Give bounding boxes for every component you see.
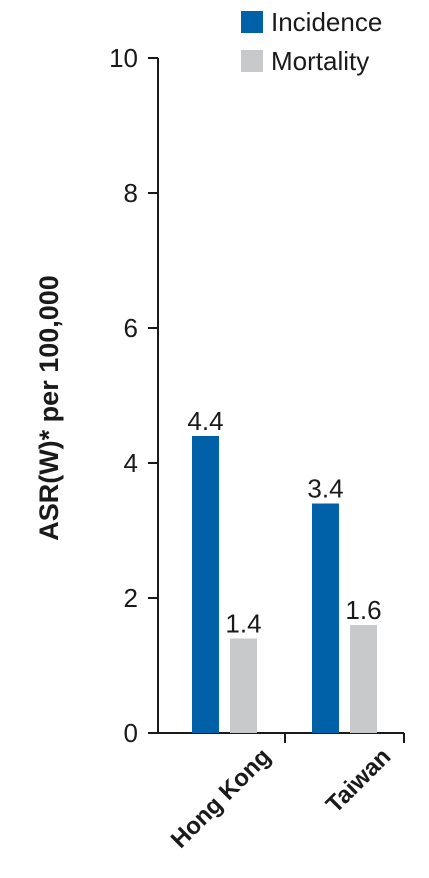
y-tick-label: 10 <box>109 43 138 73</box>
bar-mortality-taiwan <box>350 625 377 733</box>
bar-value-label: 3.4 <box>307 474 343 504</box>
legend-swatch <box>241 50 263 72</box>
bar-incidence-hong-kong <box>192 436 219 733</box>
bars: 4.4 3.4 1.4 1.6 <box>187 406 382 733</box>
y-tick-label: 2 <box>124 583 138 613</box>
legend-label: Incidence <box>271 7 382 37</box>
y-tick-label: 6 <box>124 313 138 343</box>
bar-incidence-taiwan <box>312 503 339 733</box>
legend-label: Mortality <box>271 46 369 76</box>
x-category-label: Taiwan <box>321 743 396 818</box>
y-tick-label: 0 <box>124 718 138 748</box>
bar-mortality-hong-kong <box>230 638 257 733</box>
legend: Incidence Mortality <box>241 7 382 76</box>
bar-value-label: 1.6 <box>345 595 381 625</box>
bar-value-label: 4.4 <box>187 406 223 436</box>
bar-value-label: 1.4 <box>225 609 261 639</box>
x-category-label: Hong Kong <box>166 743 277 854</box>
y-tick-label: 8 <box>124 178 138 208</box>
y-axis-title: ASR(W)* per 100,000 <box>34 275 64 541</box>
x-axis: Hong Kong Taiwan <box>148 732 405 854</box>
y-tick-label: 4 <box>124 448 138 478</box>
legend-swatch <box>241 11 263 33</box>
y-axis: 0 2 4 6 8 10 <box>109 43 159 748</box>
